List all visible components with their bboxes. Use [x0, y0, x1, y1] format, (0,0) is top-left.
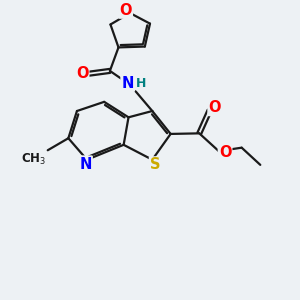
Text: O: O: [76, 66, 88, 81]
Text: N: N: [122, 76, 134, 91]
Text: O: O: [219, 145, 231, 160]
Text: O: O: [119, 3, 132, 18]
Text: CH$_3$: CH$_3$: [21, 152, 46, 167]
Text: O: O: [208, 100, 221, 115]
Text: N: N: [80, 157, 92, 172]
Text: H: H: [136, 77, 146, 90]
Text: S: S: [150, 158, 160, 172]
